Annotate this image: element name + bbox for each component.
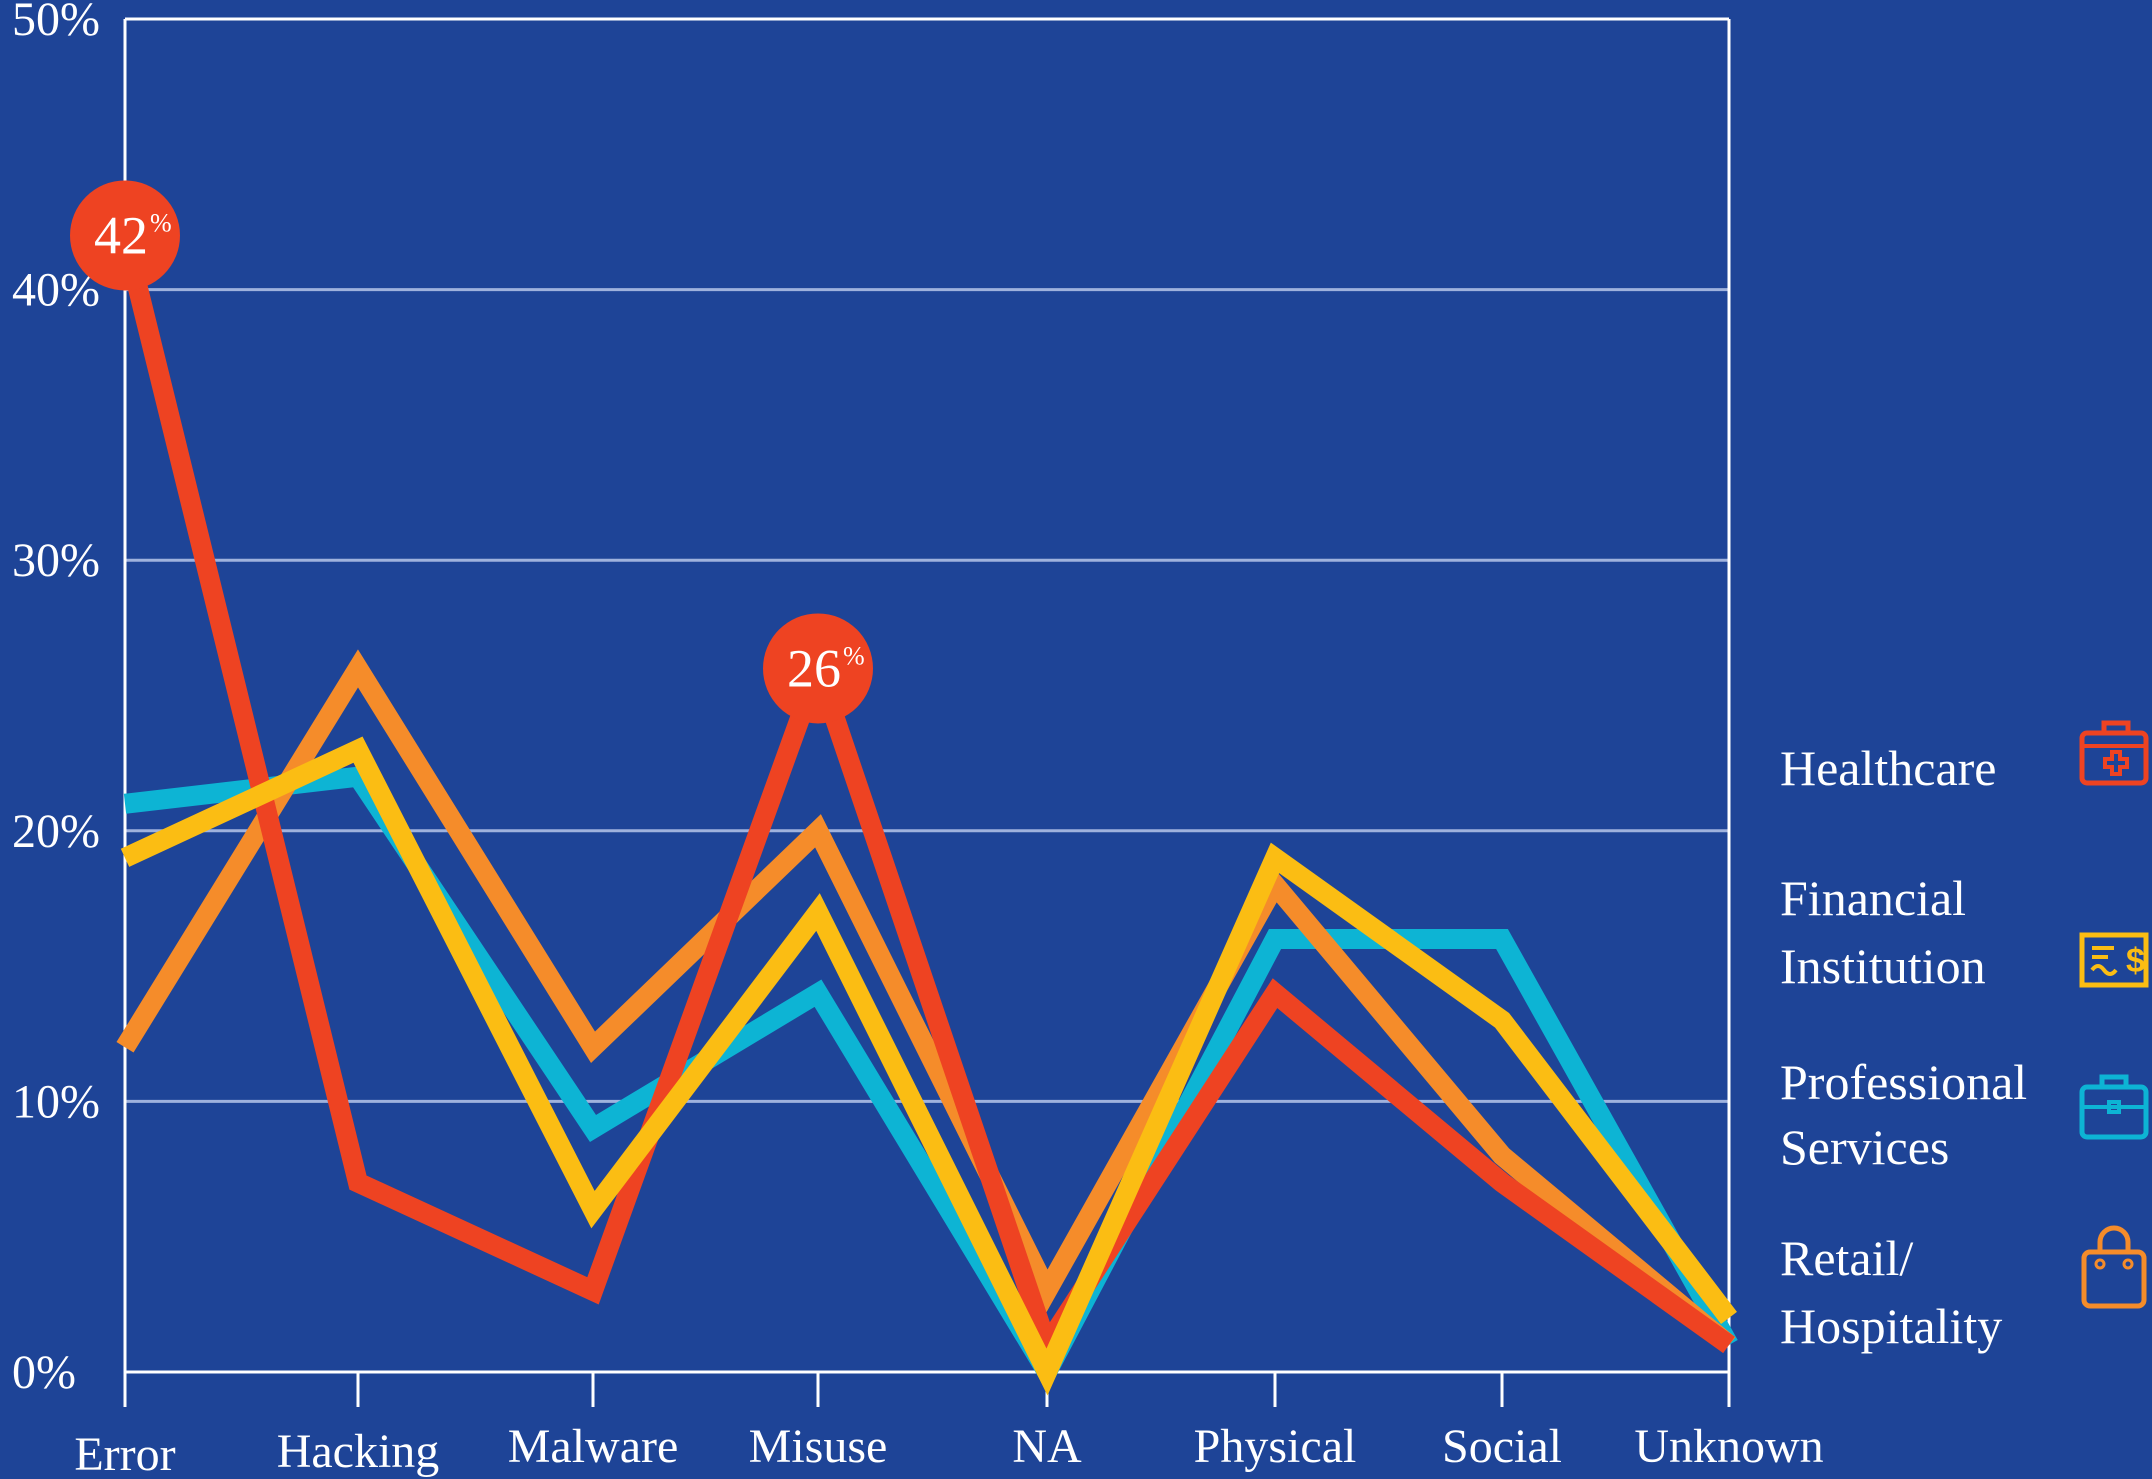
x-tick-label-error: Error (74, 1428, 175, 1479)
data-point-healthcare-social (1501, 1182, 1503, 1184)
legend-item-financial-institution[interactable]: Financial Institution $ (1780, 870, 2149, 994)
x-tick-label-malware: Malware (508, 1420, 679, 1473)
data-point-professional-services-social (1501, 938, 1503, 940)
data-point-financial-institution-unknown (1728, 1317, 1730, 1319)
callout-percent-sign: % (150, 208, 172, 237)
data-point-professional-services-hacking (357, 776, 359, 778)
legend-item-healthcare[interactable]: Healthcare (1780, 720, 2149, 796)
data-point-professional-services-misuse (817, 992, 819, 994)
legend-label: Institution (1780, 938, 1986, 994)
x-tick-label-na: NA (1012, 1420, 1082, 1473)
x-tick-label-physical: Physical (1194, 1420, 1357, 1473)
cheque-icon: $ (2079, 932, 2149, 988)
data-point-professional-services-error (124, 803, 126, 805)
series-professional-services (123, 766, 1738, 1393)
callout-misuse: 26% (763, 613, 873, 724)
callout-value: 42 (94, 205, 148, 265)
series-financial-institution (120, 736, 1737, 1396)
data-point-retail-hospitality-misuse (817, 830, 819, 832)
legend-label: Financial (1780, 870, 1966, 926)
callout-percent-sign: % (843, 641, 865, 670)
y-tick-label: 30% (12, 534, 100, 587)
data-point-retail-hospitality-error (124, 1046, 126, 1048)
data-point-retail-hospitality-na (1046, 1290, 1048, 1292)
data-point-healthcare-unknown (1728, 1344, 1730, 1346)
data-point-financial-institution-malware (592, 1209, 594, 1211)
x-tick-label-misuse: Misuse (749, 1420, 888, 1473)
data-point-financial-institution-error (124, 857, 126, 859)
data-point-financial-institution-social (1501, 1019, 1503, 1021)
callout-error: 42% (70, 180, 180, 291)
data-point-healthcare-malware (592, 1290, 594, 1292)
data-point-healthcare-hacking (357, 1182, 359, 1184)
data-point-financial-institution-physical (1274, 857, 1276, 859)
data-point-healthcare-physical (1274, 992, 1276, 994)
data-point-retail-hospitality-social (1501, 1155, 1503, 1157)
legend-label: Retail/ (1780, 1230, 1913, 1286)
y-tick-label: 0% (12, 1346, 76, 1399)
callout-value: 26 (787, 638, 841, 698)
svg-text:$: $ (2126, 942, 2145, 980)
legend-label: Professional (1780, 1054, 2027, 1110)
data-point-retail-hospitality-physical (1274, 884, 1276, 886)
series-line-financial-institution (120, 736, 1737, 1396)
legend-label: Hospitality (1780, 1298, 2002, 1354)
data-point-professional-services-physical (1274, 938, 1276, 940)
legend-item-retail-hospitality[interactable]: Retail/Hospitality (1780, 1225, 2147, 1354)
legend-label: Healthcare (1780, 740, 1997, 796)
data-point-financial-institution-misuse (817, 911, 819, 913)
series-line-healthcare (115, 233, 1735, 1368)
legend-label: Services (1780, 1119, 1949, 1175)
y-tick-label: 50% (12, 0, 100, 46)
x-tick-label-hacking: Hacking (277, 1425, 440, 1478)
y-tick-label: 10% (12, 1075, 100, 1128)
data-point-financial-institution-hacking (357, 749, 359, 751)
callout-bubble (763, 613, 873, 724)
series-line-professional-services (123, 766, 1738, 1393)
data-point-retail-hospitality-hacking (357, 667, 359, 669)
data-point-healthcare-na (1046, 1344, 1048, 1346)
x-tick-label-unknown: Unknown (1634, 1420, 1823, 1473)
series-healthcare (115, 233, 1735, 1368)
briefcase-icon (2079, 1074, 2149, 1140)
legend-item-professional-services[interactable]: Professional Services (1780, 1054, 2149, 1175)
series-line-retail-hospitality (116, 649, 1736, 1353)
y-tick-label: 20% (12, 805, 100, 858)
callout-bubble (70, 180, 180, 291)
data-point-retail-hospitality-malware (592, 1046, 594, 1048)
shopping-bag-icon (2081, 1225, 2147, 1309)
data-point-financial-institution-na (1046, 1371, 1048, 1373)
x-tick-label-social: Social (1442, 1420, 1562, 1473)
series-retail-hospitality (116, 649, 1736, 1353)
medical-kit-icon (2079, 720, 2149, 786)
data-point-professional-services-malware (592, 1127, 594, 1129)
